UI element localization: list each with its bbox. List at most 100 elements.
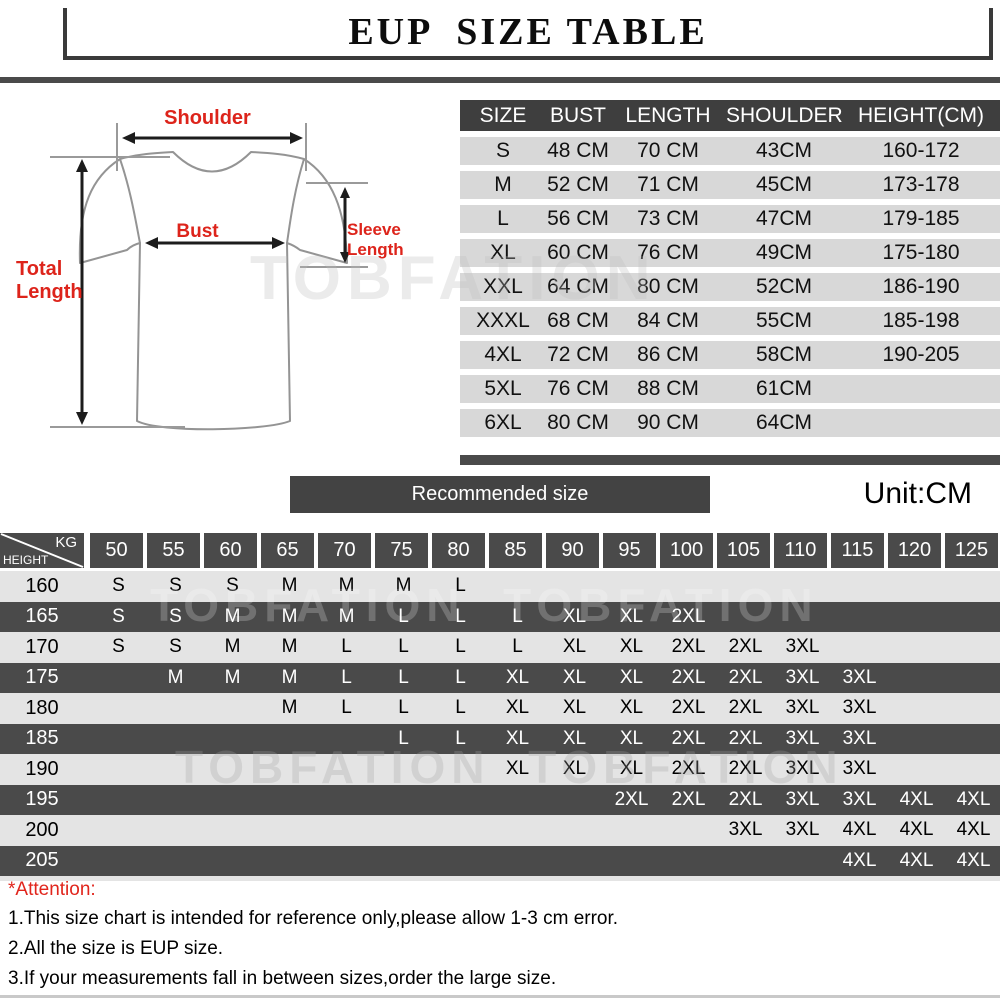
size-table-row: XXXL 68 CM 84 CM 55CM 185-198 — [460, 307, 1000, 335]
matrix-row: 170 S S M M L L L L XL XL 2XL 2XL 3XL — [0, 632, 1000, 663]
weight-header-cell: 75 — [375, 533, 428, 568]
weight-header-cell: 115 — [831, 533, 884, 568]
size-value-cell: M — [167, 666, 184, 688]
size-value-cell: L — [512, 605, 523, 627]
size-table-cell: XL — [460, 239, 546, 267]
size-value-cell: XL — [562, 605, 587, 627]
weight-header-cell: 65 — [261, 533, 314, 568]
size-value-cell: 4XL — [899, 788, 934, 810]
weight-header-cell: 80 — [432, 533, 485, 568]
page-title: EUP SIZE TABLE — [348, 11, 708, 53]
size-value-cell: 2XL — [728, 697, 763, 719]
size-table-cell: 185-198 — [842, 307, 1000, 335]
size-value-cell: 4XL — [956, 849, 991, 871]
size-value-cell: M — [281, 575, 298, 597]
size-table-cell: XXL — [460, 273, 546, 301]
size-value-cell: 4XL — [899, 849, 934, 871]
size-value-cell: S — [226, 575, 239, 597]
matrix-row: 160 S S S M M M L — [0, 571, 1000, 602]
size-table-row: 6XL 80 CM 90 CM 64CM — [460, 409, 1000, 437]
recommend-matrix: KG HEIGHT 50 55 60 65 70 75 80 85 90 95 100 105 110 1… — [0, 533, 1000, 876]
size-value-cell: M — [224, 605, 241, 627]
unit-label: Unit:CM — [863, 477, 972, 510]
size-table-row: S 48 CM 70 CM 43CM 160-172 — [460, 137, 1000, 165]
size-value-cell: 2XL — [671, 727, 706, 749]
size-table-cell: 64 CM — [546, 273, 610, 301]
matrix-row: 200 3XL 3XL 4XL 4XL 4XL — [0, 815, 1000, 846]
size-value-cell: M — [395, 575, 412, 597]
size-table-cell: 73 CM — [610, 205, 726, 233]
shoulder-label: Shoulder — [164, 107, 251, 129]
weight-header-cell: 95 — [603, 533, 656, 568]
size-value-cell: XL — [562, 636, 587, 658]
size-value-cell: 2XL — [671, 697, 706, 719]
size-table-row: XL 60 CM 76 CM 49CM 175-180 — [460, 239, 1000, 267]
size-value-cell: 4XL — [956, 819, 991, 841]
size-table-header-row: SIZE BUST LENGTH SHOULDER HEIGHT(CM) — [460, 100, 1000, 131]
size-table-cell: 76 CM — [546, 375, 610, 403]
size-value-cell: M — [224, 666, 241, 688]
weight-header-cell: 105 — [717, 533, 770, 568]
size-table-cell: 52CM — [726, 273, 842, 301]
total-length-label: Total Length — [16, 258, 83, 303]
size-value-cell: XL — [505, 697, 530, 719]
size-value-cell: M — [338, 605, 355, 627]
col-header-shoulder: SHOULDER — [726, 100, 843, 131]
size-table-cell: 68 CM — [546, 307, 610, 335]
size-table-cell: 72 CM — [546, 341, 610, 369]
size-value-cell: L — [398, 666, 409, 688]
size-table-cell — [842, 375, 1000, 403]
size-value-cell: XL — [562, 697, 587, 719]
size-value-cell: 3XL — [785, 788, 820, 810]
size-value-cell: L — [341, 636, 352, 658]
size-value-cell: L — [455, 575, 466, 597]
size-table-row: L 56 CM 73 CM 47CM 179-185 — [460, 205, 1000, 233]
size-value-cell: L — [455, 697, 466, 719]
col-header-bust: BUST — [546, 100, 610, 131]
height-cell: 160 — [25, 574, 59, 597]
size-table-cell: 58CM — [726, 341, 842, 369]
size-value-cell: 3XL — [785, 666, 820, 688]
size-value-cell: S — [112, 575, 125, 597]
size-value-cell: XL — [505, 758, 530, 780]
size-value-cell: 2XL — [728, 727, 763, 749]
size-value-cell: 3XL — [842, 727, 877, 749]
size-table-cell: 47CM — [726, 205, 842, 233]
size-value-cell: M — [281, 666, 298, 688]
size-value-cell: 2XL — [728, 788, 763, 810]
size-value-cell: S — [112, 605, 125, 627]
size-value-cell: 4XL — [956, 788, 991, 810]
diagonal-divider — [0, 533, 84, 568]
size-table-cell: 175-180 — [842, 239, 1000, 267]
size-value-cell: 3XL — [785, 636, 820, 658]
size-table-cell: 71 CM — [610, 171, 726, 199]
size-value-cell: 2XL — [671, 788, 706, 810]
size-table-cell: 86 CM — [610, 341, 726, 369]
size-value-cell: XL — [619, 666, 644, 688]
recommended-size-banner: Recommended size — [290, 476, 710, 513]
size-table-cell: 49CM — [726, 239, 842, 267]
size-value-cell: L — [398, 636, 409, 658]
size-value-cell: 2XL — [671, 605, 706, 627]
size-table-cell: 6XL — [460, 409, 546, 437]
bottom-divider — [0, 995, 1000, 998]
size-value-cell: 3XL — [842, 788, 877, 810]
size-value-cell: 2XL — [671, 636, 706, 658]
size-value-cell: L — [512, 636, 523, 658]
size-value-cell: L — [455, 605, 466, 627]
size-table-cell: 84 CM — [610, 307, 726, 335]
attention-note-2: 2.All the size is EUP size. — [8, 938, 224, 959]
size-value-cell: 2XL — [614, 788, 649, 810]
size-table-row: 5XL 76 CM 88 CM 61CM — [460, 375, 1000, 403]
size-value-cell: 2XL — [671, 666, 706, 688]
size-table-cell: 55CM — [726, 307, 842, 335]
size-value-cell: XL — [562, 758, 587, 780]
matrix-row: 195 2XL 2XL 2XL 3XL 3XL 4XL 4XL — [0, 784, 1000, 815]
size-value-cell: M — [281, 605, 298, 627]
matrix-body: 160 S S S M M M L 165 S S M M M L L L XL XL 2XL 170 S S M M L L L L X… — [0, 571, 1000, 876]
sleeve-length-label: Sleeve Length — [347, 220, 404, 259]
size-value-cell: 4XL — [842, 819, 877, 841]
size-table-row: M 52 CM 71 CM 45CM 173-178 — [460, 171, 1000, 199]
size-table-cell: M — [460, 171, 546, 199]
